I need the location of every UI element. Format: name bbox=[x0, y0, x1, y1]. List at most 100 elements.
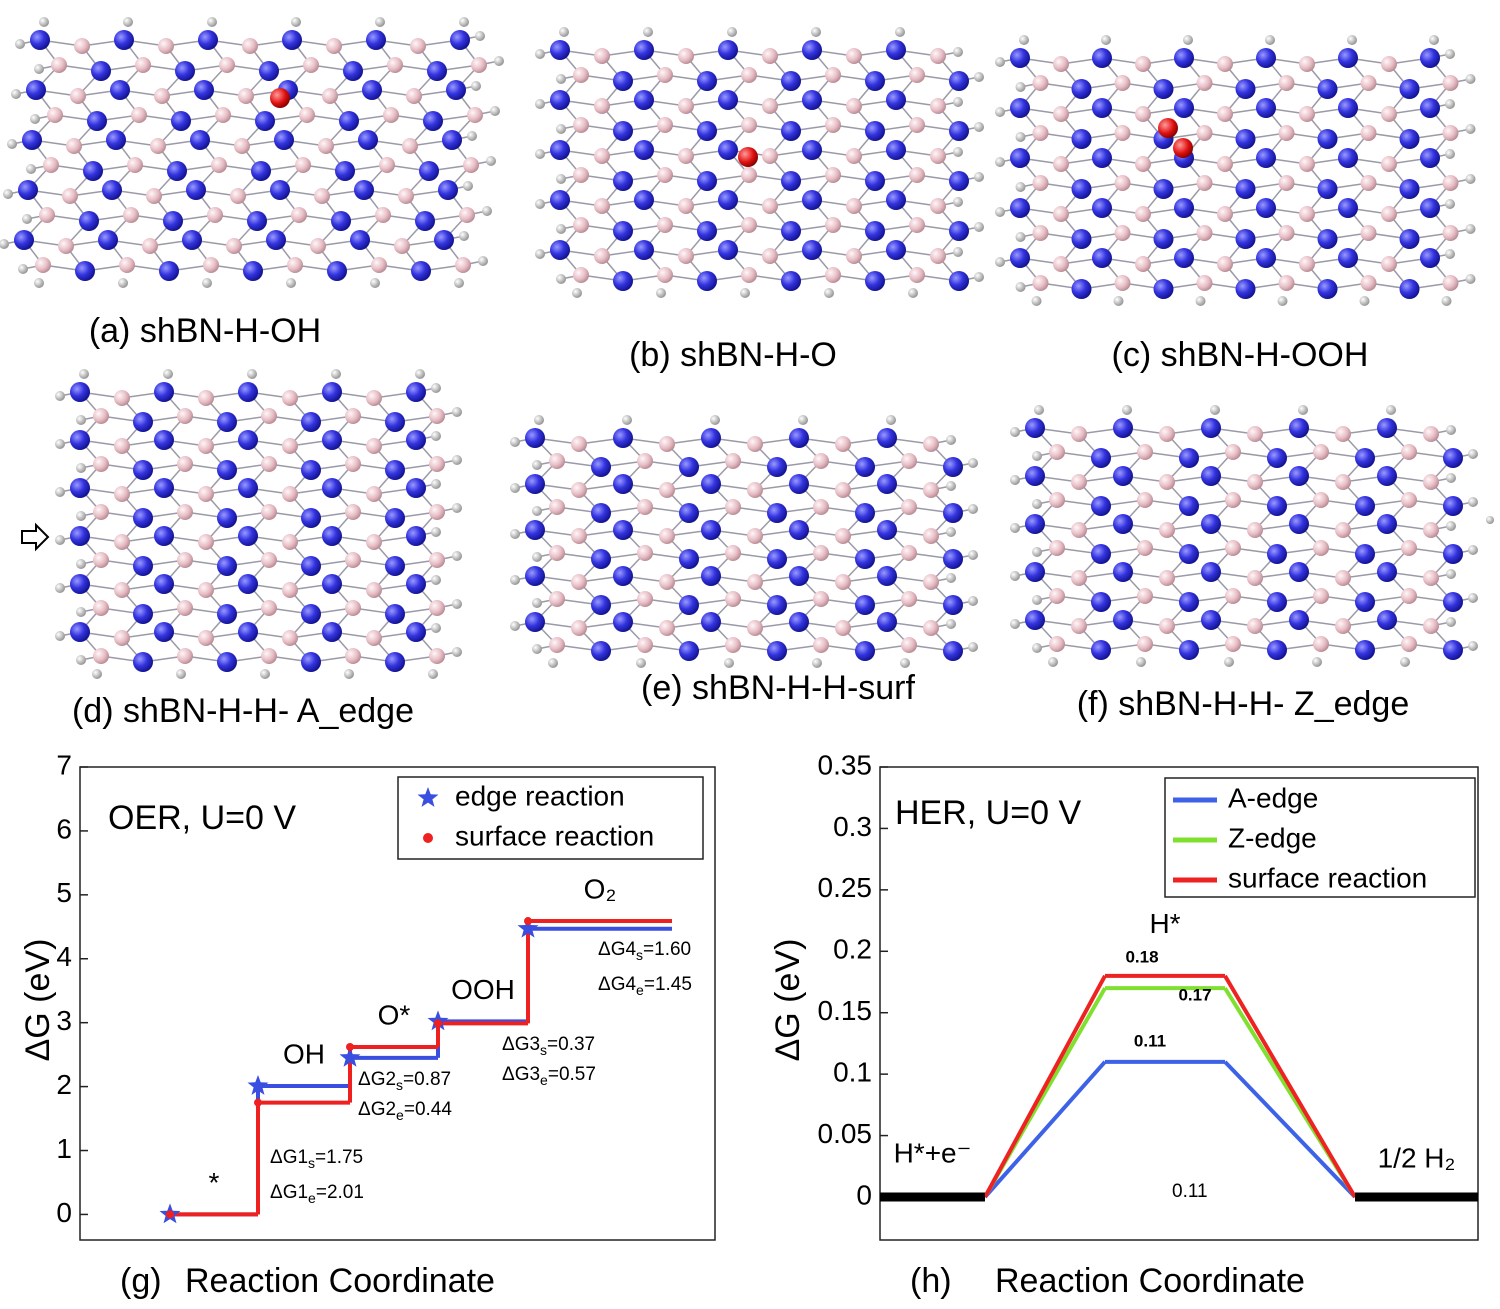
atom bbox=[865, 271, 885, 291]
atom bbox=[678, 48, 694, 64]
atom bbox=[1195, 296, 1206, 306]
atom bbox=[1217, 206, 1233, 222]
y-axis-label: ΔG (eV) bbox=[19, 939, 57, 1062]
atom bbox=[1010, 98, 1030, 118]
atom bbox=[1137, 588, 1153, 604]
annotation-text: ΔG4 bbox=[598, 974, 636, 995]
atom bbox=[1335, 618, 1351, 634]
atom bbox=[133, 556, 153, 576]
atom bbox=[93, 648, 109, 664]
atom bbox=[1256, 98, 1276, 118]
atom bbox=[943, 549, 963, 569]
atom bbox=[1225, 492, 1241, 508]
atom bbox=[114, 438, 130, 454]
atom bbox=[1355, 640, 1375, 660]
atom bbox=[591, 641, 611, 661]
atom bbox=[535, 199, 545, 209]
atom bbox=[949, 121, 969, 141]
atom bbox=[434, 230, 454, 250]
atom bbox=[39, 17, 49, 27]
atom bbox=[30, 30, 50, 50]
atom bbox=[1400, 657, 1410, 667]
atom bbox=[70, 622, 90, 642]
atom bbox=[877, 474, 897, 494]
atom bbox=[697, 171, 717, 191]
atom bbox=[1032, 175, 1049, 191]
atom bbox=[171, 111, 191, 131]
annotation-text: ΔG3 bbox=[502, 1064, 540, 1085]
atom bbox=[953, 147, 963, 157]
atom bbox=[1159, 426, 1175, 442]
atom bbox=[93, 552, 109, 568]
atom bbox=[322, 622, 342, 642]
atom bbox=[366, 630, 382, 646]
atom bbox=[767, 503, 787, 523]
atom bbox=[1032, 643, 1042, 653]
atom bbox=[1048, 657, 1058, 667]
atom bbox=[718, 40, 738, 60]
atom bbox=[556, 224, 566, 234]
atom bbox=[177, 408, 193, 424]
atom bbox=[789, 520, 809, 540]
atom bbox=[1443, 544, 1463, 564]
atom bbox=[591, 549, 611, 569]
atom bbox=[163, 211, 183, 231]
atom bbox=[953, 97, 963, 107]
atom bbox=[995, 57, 1005, 67]
atom bbox=[946, 619, 956, 629]
atom bbox=[429, 648, 445, 664]
atom bbox=[657, 167, 673, 183]
atom bbox=[1423, 570, 1439, 586]
atom bbox=[1201, 562, 1221, 582]
atom bbox=[76, 607, 86, 617]
atom bbox=[865, 121, 885, 141]
atom bbox=[550, 190, 570, 210]
atom bbox=[813, 637, 829, 653]
atom bbox=[1092, 148, 1112, 168]
atom bbox=[1423, 522, 1439, 538]
atom bbox=[345, 648, 361, 664]
atom bbox=[70, 88, 86, 104]
atom bbox=[154, 382, 174, 402]
atom bbox=[291, 17, 301, 27]
annotation: ΔG1e=2.01 bbox=[270, 1182, 364, 1206]
atom bbox=[1247, 426, 1263, 442]
atom bbox=[1377, 610, 1397, 630]
atom bbox=[299, 107, 315, 123]
atom bbox=[613, 520, 633, 540]
atom bbox=[163, 369, 173, 379]
atom bbox=[1092, 48, 1112, 68]
atom bbox=[322, 88, 338, 104]
atom bbox=[571, 482, 587, 498]
y-tick-label: 0 bbox=[56, 1197, 72, 1228]
atom bbox=[301, 652, 321, 672]
atom bbox=[1265, 35, 1275, 45]
atom bbox=[282, 438, 298, 454]
atom bbox=[525, 474, 545, 494]
panel-label: (h) bbox=[910, 1262, 952, 1300]
atom bbox=[974, 172, 984, 182]
atom bbox=[886, 140, 906, 160]
atom bbox=[177, 600, 193, 616]
atom bbox=[1335, 474, 1351, 490]
atom bbox=[1071, 522, 1087, 538]
atom bbox=[301, 412, 321, 432]
atom bbox=[91, 61, 111, 81]
caption: (c) shBN-H-OOH bbox=[1112, 336, 1369, 374]
atom bbox=[909, 267, 925, 283]
annotation-value: =2.01 bbox=[316, 1182, 364, 1203]
atom bbox=[725, 453, 741, 469]
atom bbox=[1377, 562, 1397, 582]
atom bbox=[1049, 588, 1065, 604]
atom bbox=[282, 486, 298, 502]
atom bbox=[344, 669, 354, 679]
annotation-sub: s bbox=[636, 947, 643, 963]
atom bbox=[301, 460, 321, 480]
atom bbox=[427, 61, 447, 81]
atom bbox=[234, 138, 250, 154]
marker bbox=[434, 1019, 442, 1028]
atom bbox=[767, 457, 787, 477]
atom bbox=[1135, 106, 1151, 122]
atom bbox=[556, 74, 566, 84]
legend-label: Z-edge bbox=[1228, 822, 1317, 853]
